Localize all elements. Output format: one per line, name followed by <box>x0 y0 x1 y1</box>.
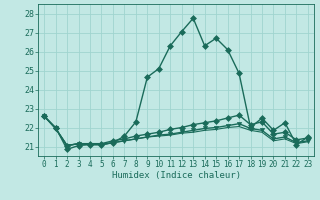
X-axis label: Humidex (Indice chaleur): Humidex (Indice chaleur) <box>111 171 241 180</box>
